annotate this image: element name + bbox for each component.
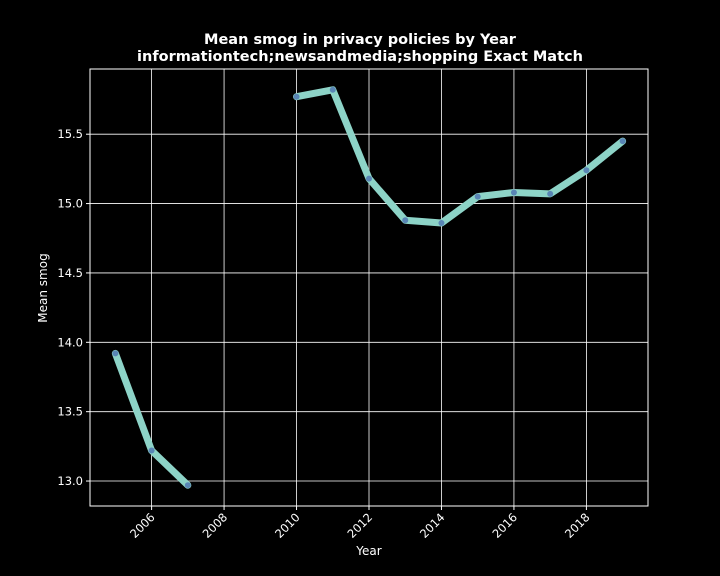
data-point [583,167,590,174]
y-tick-label: 15.5 [57,127,83,141]
x-tick-label: 2006 [127,510,158,541]
data-point [547,190,554,197]
y-axis-label: Mean smog [36,253,50,322]
x-tick-label: 2010 [272,510,303,541]
y-tick-label: 14.5 [57,266,83,280]
data-point [366,175,372,182]
data-point [438,219,445,226]
data-point [474,193,481,200]
x-tick-label: 2012 [345,510,376,541]
data-point [148,447,155,454]
y-tick-label: 15.0 [57,197,83,211]
data-point [510,189,517,196]
chart-title: Mean smog in privacy policies by Year [204,32,516,48]
data-point [184,482,191,489]
data-point [329,86,336,93]
grid-lines [90,69,648,506]
y-tick-label: 14.0 [57,335,83,349]
data-point [619,138,626,145]
data-point [112,350,119,357]
x-tick-label: 2016 [489,510,520,541]
y-tick-label: 13.5 [57,405,83,419]
series-line [293,86,627,227]
data-series [111,86,627,489]
data-point [402,217,409,224]
x-tick-label: 2008 [200,510,231,541]
chart-subtitle: informationtech;newsandmedia;shopping Ex… [137,49,583,65]
x-tick-label: 2014 [417,510,448,541]
x-tick-label: 2018 [562,510,593,541]
x-axis-label: Year [355,544,381,558]
y-tick-label: 13.0 [57,474,83,488]
data-point [293,93,300,100]
